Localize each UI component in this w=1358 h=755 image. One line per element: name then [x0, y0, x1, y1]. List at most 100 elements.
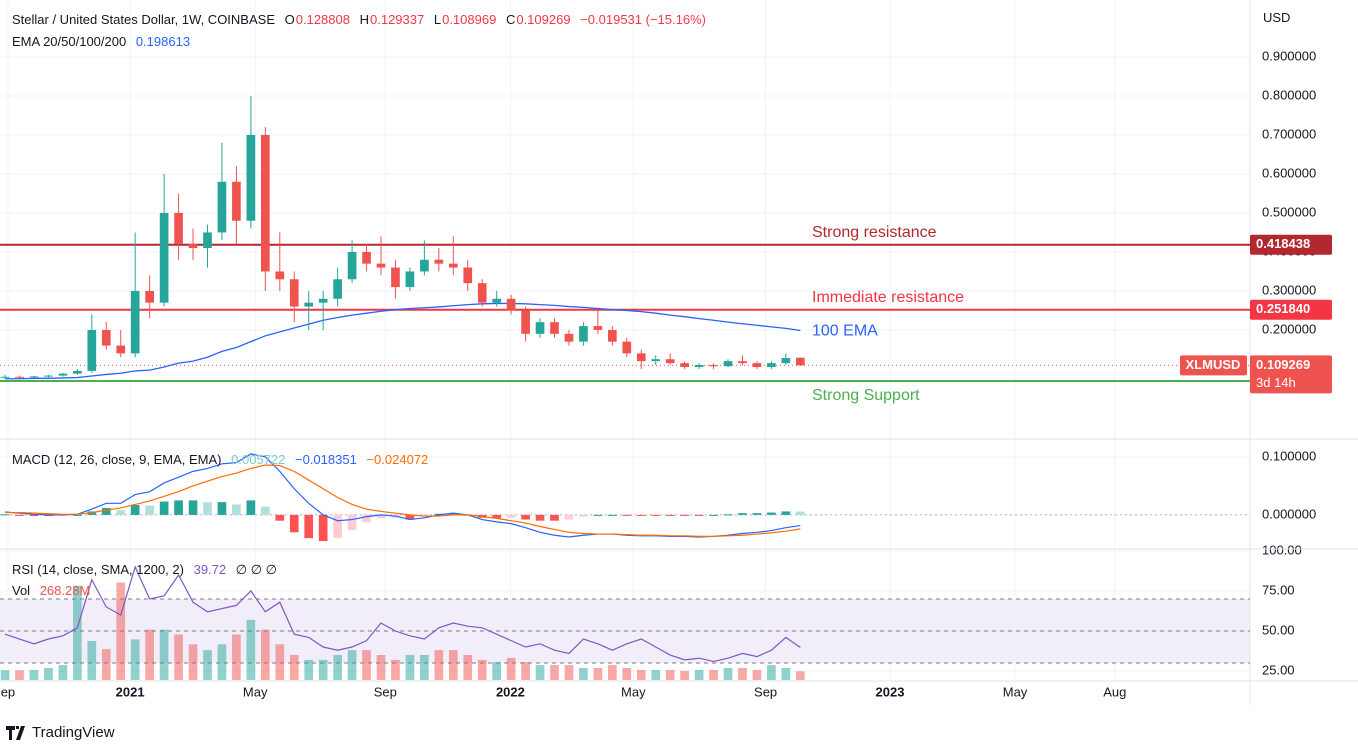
brand-text: TradingView [32, 724, 115, 741]
volume-bar [362, 650, 371, 680]
volume-bar [159, 629, 169, 680]
legend-ema: EMA 20/50/100/200 0.198613 [12, 34, 196, 49]
volume-bar [795, 671, 805, 680]
candle-body [304, 302, 314, 307]
volume-bar [694, 669, 704, 680]
candle-body [492, 298, 502, 303]
change: −0.019531 (−15.16%) [580, 12, 706, 27]
volume-bar [608, 665, 617, 680]
y-tick-label: 0.600000 [1262, 165, 1316, 180]
l-key: L [433, 12, 442, 27]
macd-histogram-bar [73, 514, 82, 516]
x-tick-label: 2021 [116, 684, 145, 699]
macd-histogram-bar [304, 514, 314, 539]
vol-title: Vol [12, 583, 31, 598]
volume-bar [651, 669, 661, 680]
candle-body [636, 353, 646, 362]
macd-histogram-bar [709, 514, 718, 516]
candle-body [651, 359, 661, 362]
brand[interactable]: TradingView [6, 724, 115, 741]
volume-bar [333, 654, 342, 680]
macd-title: MACD (12, 26, close, 9, EMA, EMA) [12, 452, 222, 467]
volume-bar [752, 669, 762, 680]
macd-histogram-bar [694, 514, 704, 516]
candle-body [665, 359, 675, 364]
y-tick-label: 0.800000 [1262, 87, 1316, 102]
candle-body [188, 244, 198, 249]
volume-bar [44, 667, 53, 680]
candle-body [130, 290, 140, 354]
candle-body [391, 267, 400, 288]
macd-histogram-bar [347, 514, 357, 530]
x-tick-label: Sep [374, 684, 397, 699]
macd-histogram-bar [318, 514, 328, 542]
volume-bar [593, 667, 603, 680]
volume-bar [391, 659, 400, 680]
candle-body [781, 358, 791, 364]
price-badge-label: 0.109269 [1256, 357, 1310, 372]
volume-bar [0, 670, 10, 680]
candle-body [289, 279, 299, 307]
macd-histogram-bar [246, 500, 256, 515]
symbol-badge [1180, 355, 1247, 376]
candle-body [434, 259, 444, 264]
y-tick-label: 0.300000 [1262, 282, 1316, 297]
o-key: O [284, 12, 295, 27]
level-badge-label: 0.418438 [1256, 236, 1310, 251]
volume-bar [73, 585, 82, 680]
x-tick-label: Sep [754, 684, 777, 699]
x-tick-label: 2023 [876, 684, 905, 699]
macd-histogram-bar [636, 514, 646, 516]
candle-body [463, 267, 473, 284]
macd-histogram-bar [159, 501, 169, 515]
volume-bar [420, 654, 429, 680]
candle-body [448, 263, 458, 268]
candle-body [44, 375, 53, 377]
legend-price: Stellar / United States Dollar, 1W, COIN… [12, 12, 712, 27]
legend-rsi: RSI (14, close, SMA, 1200, 2) 39.72 ∅ ∅ … [12, 562, 283, 578]
volume-bar [289, 654, 299, 680]
macd-histogram-bar [622, 514, 632, 516]
macd-hist-value: 0.005722 [231, 452, 286, 467]
volume-bar [217, 644, 227, 680]
volume-bar [506, 657, 516, 680]
volume-bar [246, 619, 256, 680]
candle-body [101, 329, 111, 346]
volume-bar [723, 667, 733, 680]
macd-histogram-bar [130, 505, 140, 515]
candle-body [203, 232, 212, 249]
volume-bar [116, 582, 126, 680]
countdown: 3d 14h [1256, 375, 1296, 390]
rsi-line [4, 565, 801, 663]
candle-body [608, 329, 617, 342]
macd-histogram-bar [289, 514, 299, 533]
candle-body [217, 181, 227, 233]
macd-histogram-bar [564, 514, 574, 520]
candle-body [709, 365, 718, 367]
y-tick-label: 0.700000 [1262, 126, 1316, 141]
candle-body [521, 310, 530, 334]
y-tick-label: 100.00 [1262, 542, 1302, 557]
volume-bar [636, 669, 646, 680]
macd-histogram-bar [651, 514, 661, 516]
macd-line [5, 464, 801, 537]
y-tick-label: 25.00 [1262, 662, 1295, 677]
rsi-title: RSI (14, close, SMA, 1200, 2) [12, 562, 184, 577]
x-tick-label: Aug [1103, 684, 1126, 699]
candle-body [333, 279, 342, 299]
candle-body [767, 363, 776, 368]
volume-bar [174, 634, 183, 680]
volume-bar [492, 662, 502, 680]
volume-bar [318, 659, 328, 680]
candle-body [680, 363, 689, 368]
volume-bar [130, 639, 140, 680]
y-tick-label: 0.500000 [1262, 204, 1316, 219]
volume-bar [203, 650, 212, 680]
volume-bar [188, 644, 198, 680]
o-value: 0.128808 [295, 12, 350, 27]
candle-body [73, 370, 82, 374]
x-tick-label: ep [1, 684, 15, 699]
candle-body [174, 212, 183, 245]
symbol-label: XLMUSD [1186, 357, 1241, 372]
y-tick-label: 75.00 [1262, 582, 1295, 597]
